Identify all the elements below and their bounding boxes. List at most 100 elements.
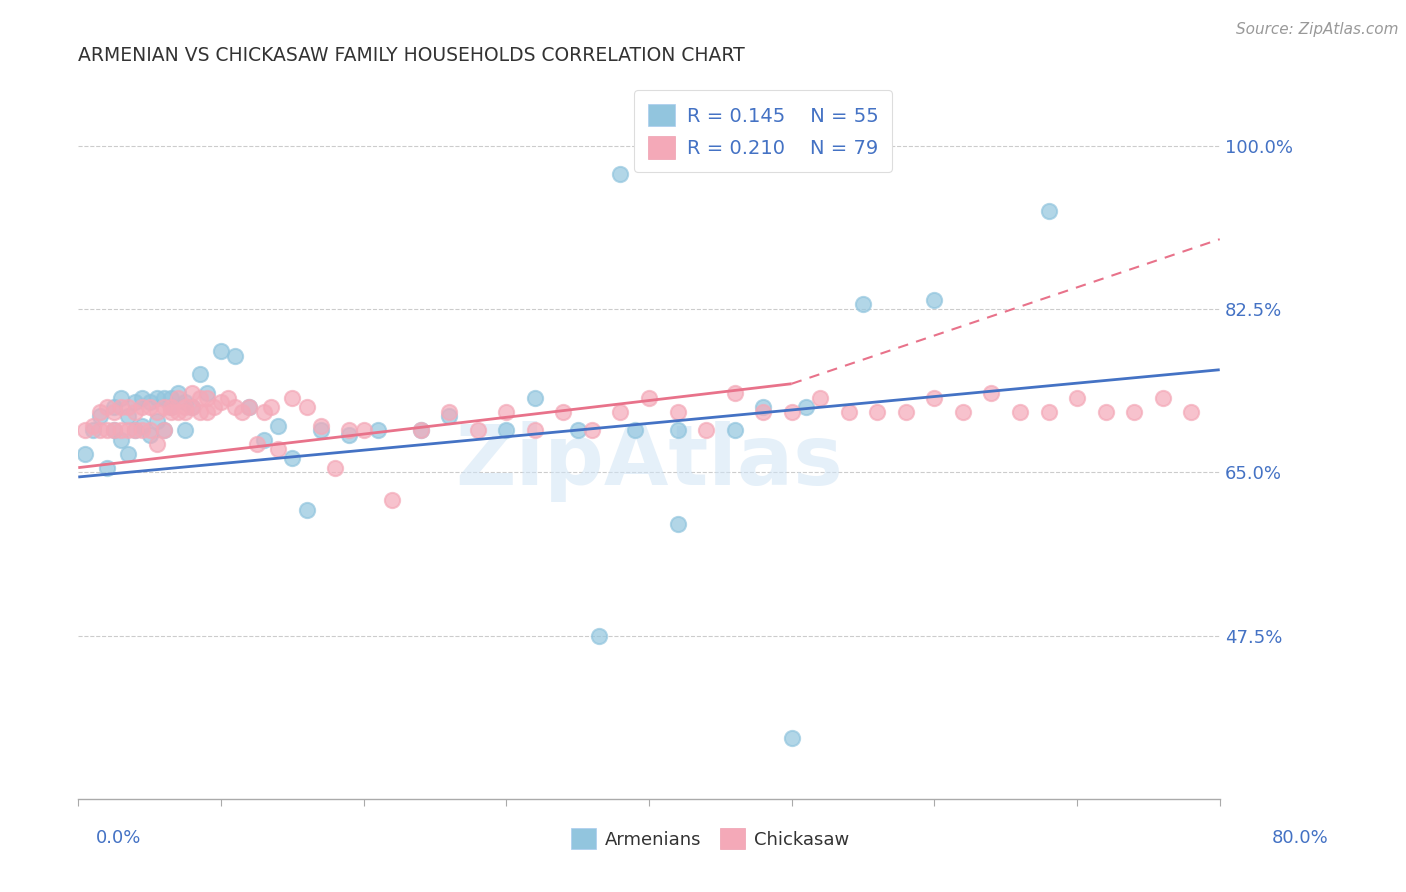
Legend: Armenians, Chickasaw: Armenians, Chickasaw <box>564 821 856 856</box>
Point <box>439 409 461 424</box>
Point <box>623 423 645 437</box>
Point <box>1066 391 1088 405</box>
Point <box>924 293 946 307</box>
Point <box>174 400 197 414</box>
Point <box>295 400 318 414</box>
Point <box>75 423 97 437</box>
Point <box>96 423 118 437</box>
Point <box>145 391 167 405</box>
Point <box>838 405 860 419</box>
Point <box>1180 405 1202 419</box>
Point <box>866 405 889 419</box>
Point <box>409 423 432 437</box>
Point <box>110 400 132 414</box>
Point <box>1152 391 1174 405</box>
Point <box>181 400 204 414</box>
Point <box>124 423 146 437</box>
Point <box>752 400 775 414</box>
Point <box>167 391 190 405</box>
Point <box>852 297 875 311</box>
Point <box>131 391 153 405</box>
Point <box>160 391 183 405</box>
Point <box>138 400 160 414</box>
Point <box>367 423 389 437</box>
Point <box>253 433 276 447</box>
Point <box>281 391 304 405</box>
Point <box>231 405 253 419</box>
Point <box>209 395 232 409</box>
Point <box>96 400 118 414</box>
Point <box>124 423 146 437</box>
Point <box>167 405 190 419</box>
Point <box>894 405 917 419</box>
Point <box>131 423 153 437</box>
Point <box>110 433 132 447</box>
Point <box>238 400 260 414</box>
Point <box>188 405 211 419</box>
Point <box>609 167 631 181</box>
Point <box>103 423 125 437</box>
Point <box>295 502 318 516</box>
Point <box>1094 405 1116 419</box>
Point <box>96 460 118 475</box>
Point <box>794 400 817 414</box>
Point <box>110 391 132 405</box>
Point <box>160 405 183 419</box>
Point <box>138 395 160 409</box>
Point <box>195 405 218 419</box>
Point <box>337 428 360 442</box>
Point <box>153 400 176 414</box>
Point <box>808 391 831 405</box>
Point <box>103 405 125 419</box>
Point <box>260 400 283 414</box>
Point <box>117 447 139 461</box>
Point <box>188 368 211 382</box>
Point <box>160 400 183 414</box>
Point <box>780 731 803 745</box>
Point <box>138 423 160 437</box>
Point <box>409 423 432 437</box>
Point <box>174 405 197 419</box>
Point <box>160 400 183 414</box>
Text: ZipAtlas: ZipAtlas <box>456 421 844 501</box>
Point <box>103 400 125 414</box>
Point <box>217 391 239 405</box>
Point <box>638 391 661 405</box>
Point <box>117 423 139 437</box>
Point <box>246 437 269 451</box>
Point <box>153 423 176 437</box>
Point <box>1123 405 1146 419</box>
Point <box>253 405 276 419</box>
Point <box>924 391 946 405</box>
Point <box>337 423 360 437</box>
Point <box>145 405 167 419</box>
Point <box>145 437 167 451</box>
Point <box>267 442 290 456</box>
Point <box>110 423 132 437</box>
Point <box>138 428 160 442</box>
Point <box>82 423 104 437</box>
Point <box>89 405 111 419</box>
Point <box>153 423 176 437</box>
Point <box>224 400 246 414</box>
Point <box>131 400 153 414</box>
Point <box>89 409 111 424</box>
Point <box>195 386 218 401</box>
Point <box>353 423 375 437</box>
Point <box>780 405 803 419</box>
Point <box>309 418 332 433</box>
Point <box>267 418 290 433</box>
Point <box>309 423 332 437</box>
Point <box>167 386 190 401</box>
Point <box>89 423 111 437</box>
Point <box>145 414 167 428</box>
Point <box>439 405 461 419</box>
Point <box>188 391 211 405</box>
Point <box>952 405 974 419</box>
Point <box>195 391 218 405</box>
Point <box>124 405 146 419</box>
Text: Source: ZipAtlas.com: Source: ZipAtlas.com <box>1236 22 1399 37</box>
Point <box>181 386 204 401</box>
Point <box>666 405 689 419</box>
Point <box>666 423 689 437</box>
